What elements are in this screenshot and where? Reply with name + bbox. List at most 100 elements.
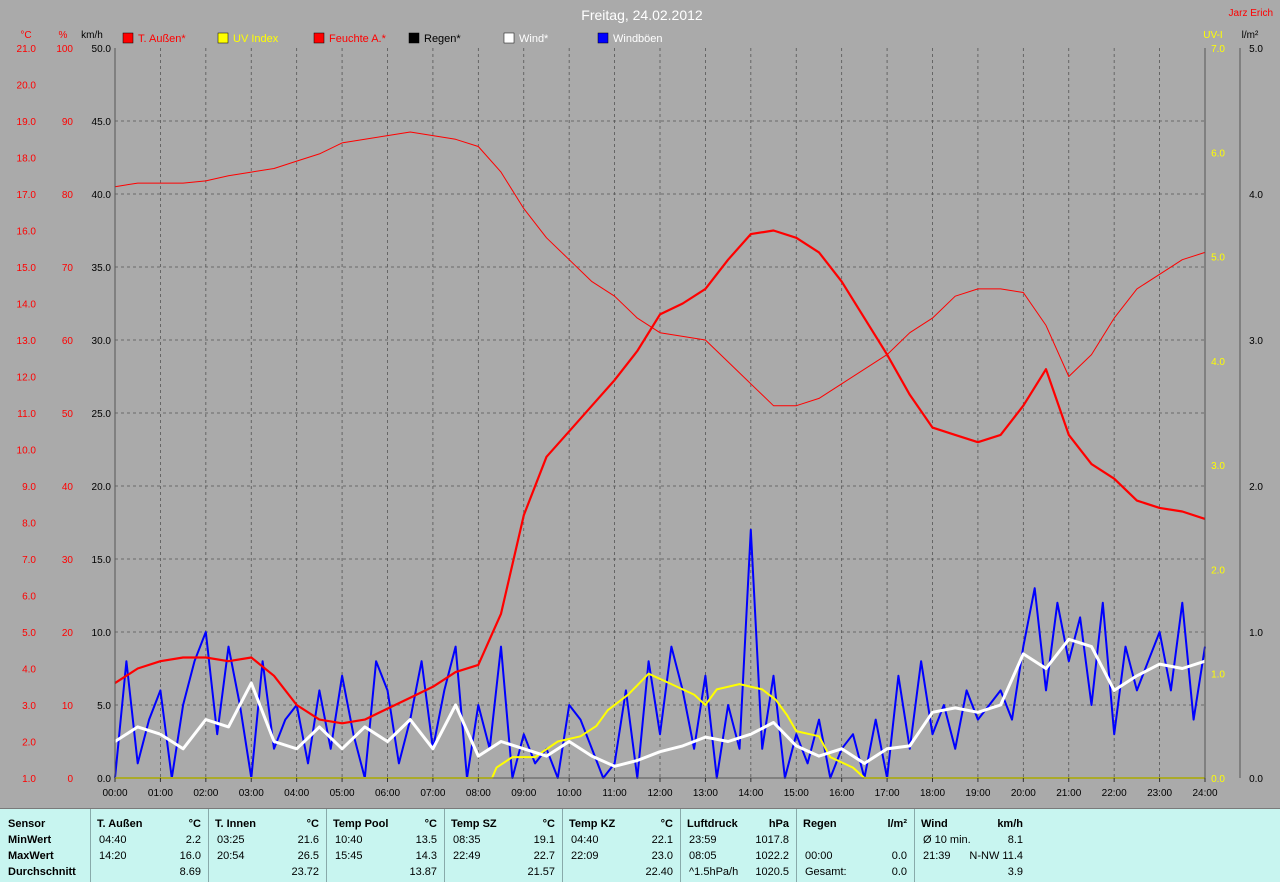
- temp-tick-label: 7.0: [22, 555, 36, 566]
- humidity-tick-label: 40: [62, 482, 74, 493]
- uv-unit-label: UV-I: [1203, 30, 1222, 41]
- stats-header-name: Temp SZ: [451, 818, 497, 830]
- axes: 00:00 01:00 02:00 03:00 04:00 05:00 06:00 07:00…: [17, 44, 1264, 799]
- stats-row-label: Durchschnitt: [8, 866, 76, 878]
- temp-tick-label: 4.0: [22, 665, 36, 676]
- stats-header-name: Temp KZ: [569, 818, 616, 830]
- legend-label: UV Index: [233, 33, 279, 45]
- stats-value: 16.0: [179, 850, 201, 862]
- temp-tick-label: 21.0: [17, 44, 37, 55]
- temp-tick-label: 16.0: [17, 227, 37, 238]
- x-tick-label: 02:00: [193, 788, 218, 799]
- x-tick-label: 00:00: [102, 788, 127, 799]
- stats-time: ^1.5hPa/h: [689, 866, 739, 878]
- rain-tick-label: 4.0: [1249, 190, 1263, 201]
- x-tick-label: 04:00: [284, 788, 309, 799]
- stats-time: 15:45: [335, 850, 363, 862]
- stats-value: 19.1: [533, 834, 555, 846]
- stats-time: 23:59: [689, 834, 717, 846]
- temp-tick-label: 11.0: [17, 409, 36, 420]
- stats-time: 04:40: [99, 834, 127, 846]
- wind-tick-label: 30.0: [92, 336, 112, 347]
- legend-label: Feuchte A.*: [329, 33, 387, 45]
- x-tick-label: 24:00: [1192, 788, 1217, 799]
- stats-value: 8.1: [1007, 834, 1023, 846]
- stats-group: Wind km/h Ø 10 min. 8.1 21:39 N-NW 11.4 3.9: [914, 809, 1031, 882]
- series-group: [114, 131, 1206, 779]
- stats-value: 8.69: [179, 866, 201, 878]
- stats-group: Temp Pool °C 10:40 13.5 15:45 14.3 13.87: [326, 809, 445, 882]
- stats-value: 22.40: [645, 866, 673, 878]
- stats-header-name: T. Innen: [215, 818, 256, 830]
- stats-time: 22:49: [453, 850, 481, 862]
- stats-value: 22.1: [651, 834, 673, 846]
- stats-header-unit: hPa: [768, 818, 789, 830]
- stats-group: Regen l/m² 00:00 0.0 Gesamt: 0.0: [796, 809, 915, 882]
- stats-value: N-NW 11.4: [969, 850, 1023, 862]
- stats-row-label: MaxWert: [8, 850, 54, 862]
- stats-time: 20:54: [217, 850, 245, 862]
- stats-time: 00:00: [805, 850, 833, 862]
- humidity-tick-label: 90: [62, 117, 74, 128]
- stats-group: Temp KZ °C 04:40 22.1 22:09 23.0 22.40: [562, 809, 681, 882]
- x-tick-label: 01:00: [148, 788, 173, 799]
- chart-title: Freitag, 24.02.2012: [581, 7, 703, 23]
- stats-header-name: Wind: [921, 818, 948, 830]
- humidity-tick-label: 80: [62, 190, 74, 201]
- stats-panel: Sensor MinWert MaxWert Durchschnitt T. Außen…: [0, 808, 1280, 882]
- stats-time: 22:09: [571, 850, 599, 862]
- humidity-tick-label: 100: [56, 44, 73, 55]
- stats-time: 08:35: [453, 834, 481, 846]
- stats-time: 08:05: [689, 850, 717, 862]
- wind-tick-label: 20.0: [92, 482, 112, 493]
- legend-swatch: [408, 32, 420, 44]
- stats-value: 22.7: [533, 850, 555, 862]
- uv-tick-label: 1.0: [1211, 670, 1225, 681]
- legend-swatch: [503, 32, 515, 44]
- stats-header-name: Temp Pool: [333, 818, 389, 830]
- stats-value: 2.2: [185, 834, 201, 846]
- rain-tick-label: 2.0: [1249, 482, 1263, 493]
- legend-label: Wind*: [519, 33, 549, 45]
- legend-swatch: [122, 32, 134, 44]
- wind-tick-label: 35.0: [92, 263, 112, 274]
- uv-tick-label: 5.0: [1211, 253, 1225, 264]
- humidity-tick-label: 20: [62, 628, 74, 639]
- legend-swatch: [597, 32, 609, 44]
- stats-header-name: Luftdruck: [687, 818, 738, 830]
- temp-tick-label: 8.0: [22, 519, 36, 530]
- rain-tick-label: 0.0: [1249, 774, 1263, 785]
- legend: T. Außen* UV Index Feuchte A.* Regen* Wind* W…: [122, 32, 663, 45]
- stats-time: 03:25: [217, 834, 245, 846]
- stats-time: Ø 10 min.: [923, 834, 971, 846]
- x-tick-label: 13:00: [693, 788, 718, 799]
- x-tick-label: 20:00: [1011, 788, 1036, 799]
- temp-tick-label: 2.0: [22, 738, 36, 749]
- stats-header-unit: °C: [542, 818, 555, 830]
- stats-header-unit: °C: [424, 818, 437, 830]
- temp-tick-label: 14.0: [17, 300, 37, 311]
- humidity-tick-label: 70: [62, 263, 74, 274]
- stats-time: 14:20: [99, 850, 127, 862]
- stats-group: T. Außen °C 04:40 2.2 14:20 16.0 8.69: [90, 809, 209, 882]
- stats-header-unit: °C: [660, 818, 673, 830]
- weather-chart: 00:00 01:00 02:00 03:00 04:00 05:00 06:00 07:00…: [17, 7, 1273, 799]
- series-line-tauen: [114, 229, 1206, 725]
- wind-tick-label: 0.0: [97, 774, 111, 785]
- stats-value: 23.0: [651, 850, 673, 862]
- stats-value: 0.0: [891, 866, 907, 878]
- stats-value: 1022.2: [755, 850, 789, 862]
- rain-tick-label: 3.0: [1249, 336, 1263, 347]
- legend-label: T. Außen*: [138, 33, 186, 45]
- x-tick-label: 03:00: [239, 788, 264, 799]
- stats-header-unit: km/h: [997, 818, 1023, 830]
- temp-tick-label: 6.0: [22, 592, 36, 603]
- stats-value: 21.57: [527, 866, 555, 878]
- uv-tick-label: 0.0: [1211, 774, 1225, 785]
- x-tick-label: 23:00: [1147, 788, 1172, 799]
- stats-value: 1020.5: [755, 866, 789, 878]
- stats-value: 23.72: [291, 866, 319, 878]
- x-tick-label: 12:00: [647, 788, 672, 799]
- uv-tick-label: 7.0: [1211, 44, 1225, 55]
- temp-tick-label: 19.0: [17, 117, 37, 128]
